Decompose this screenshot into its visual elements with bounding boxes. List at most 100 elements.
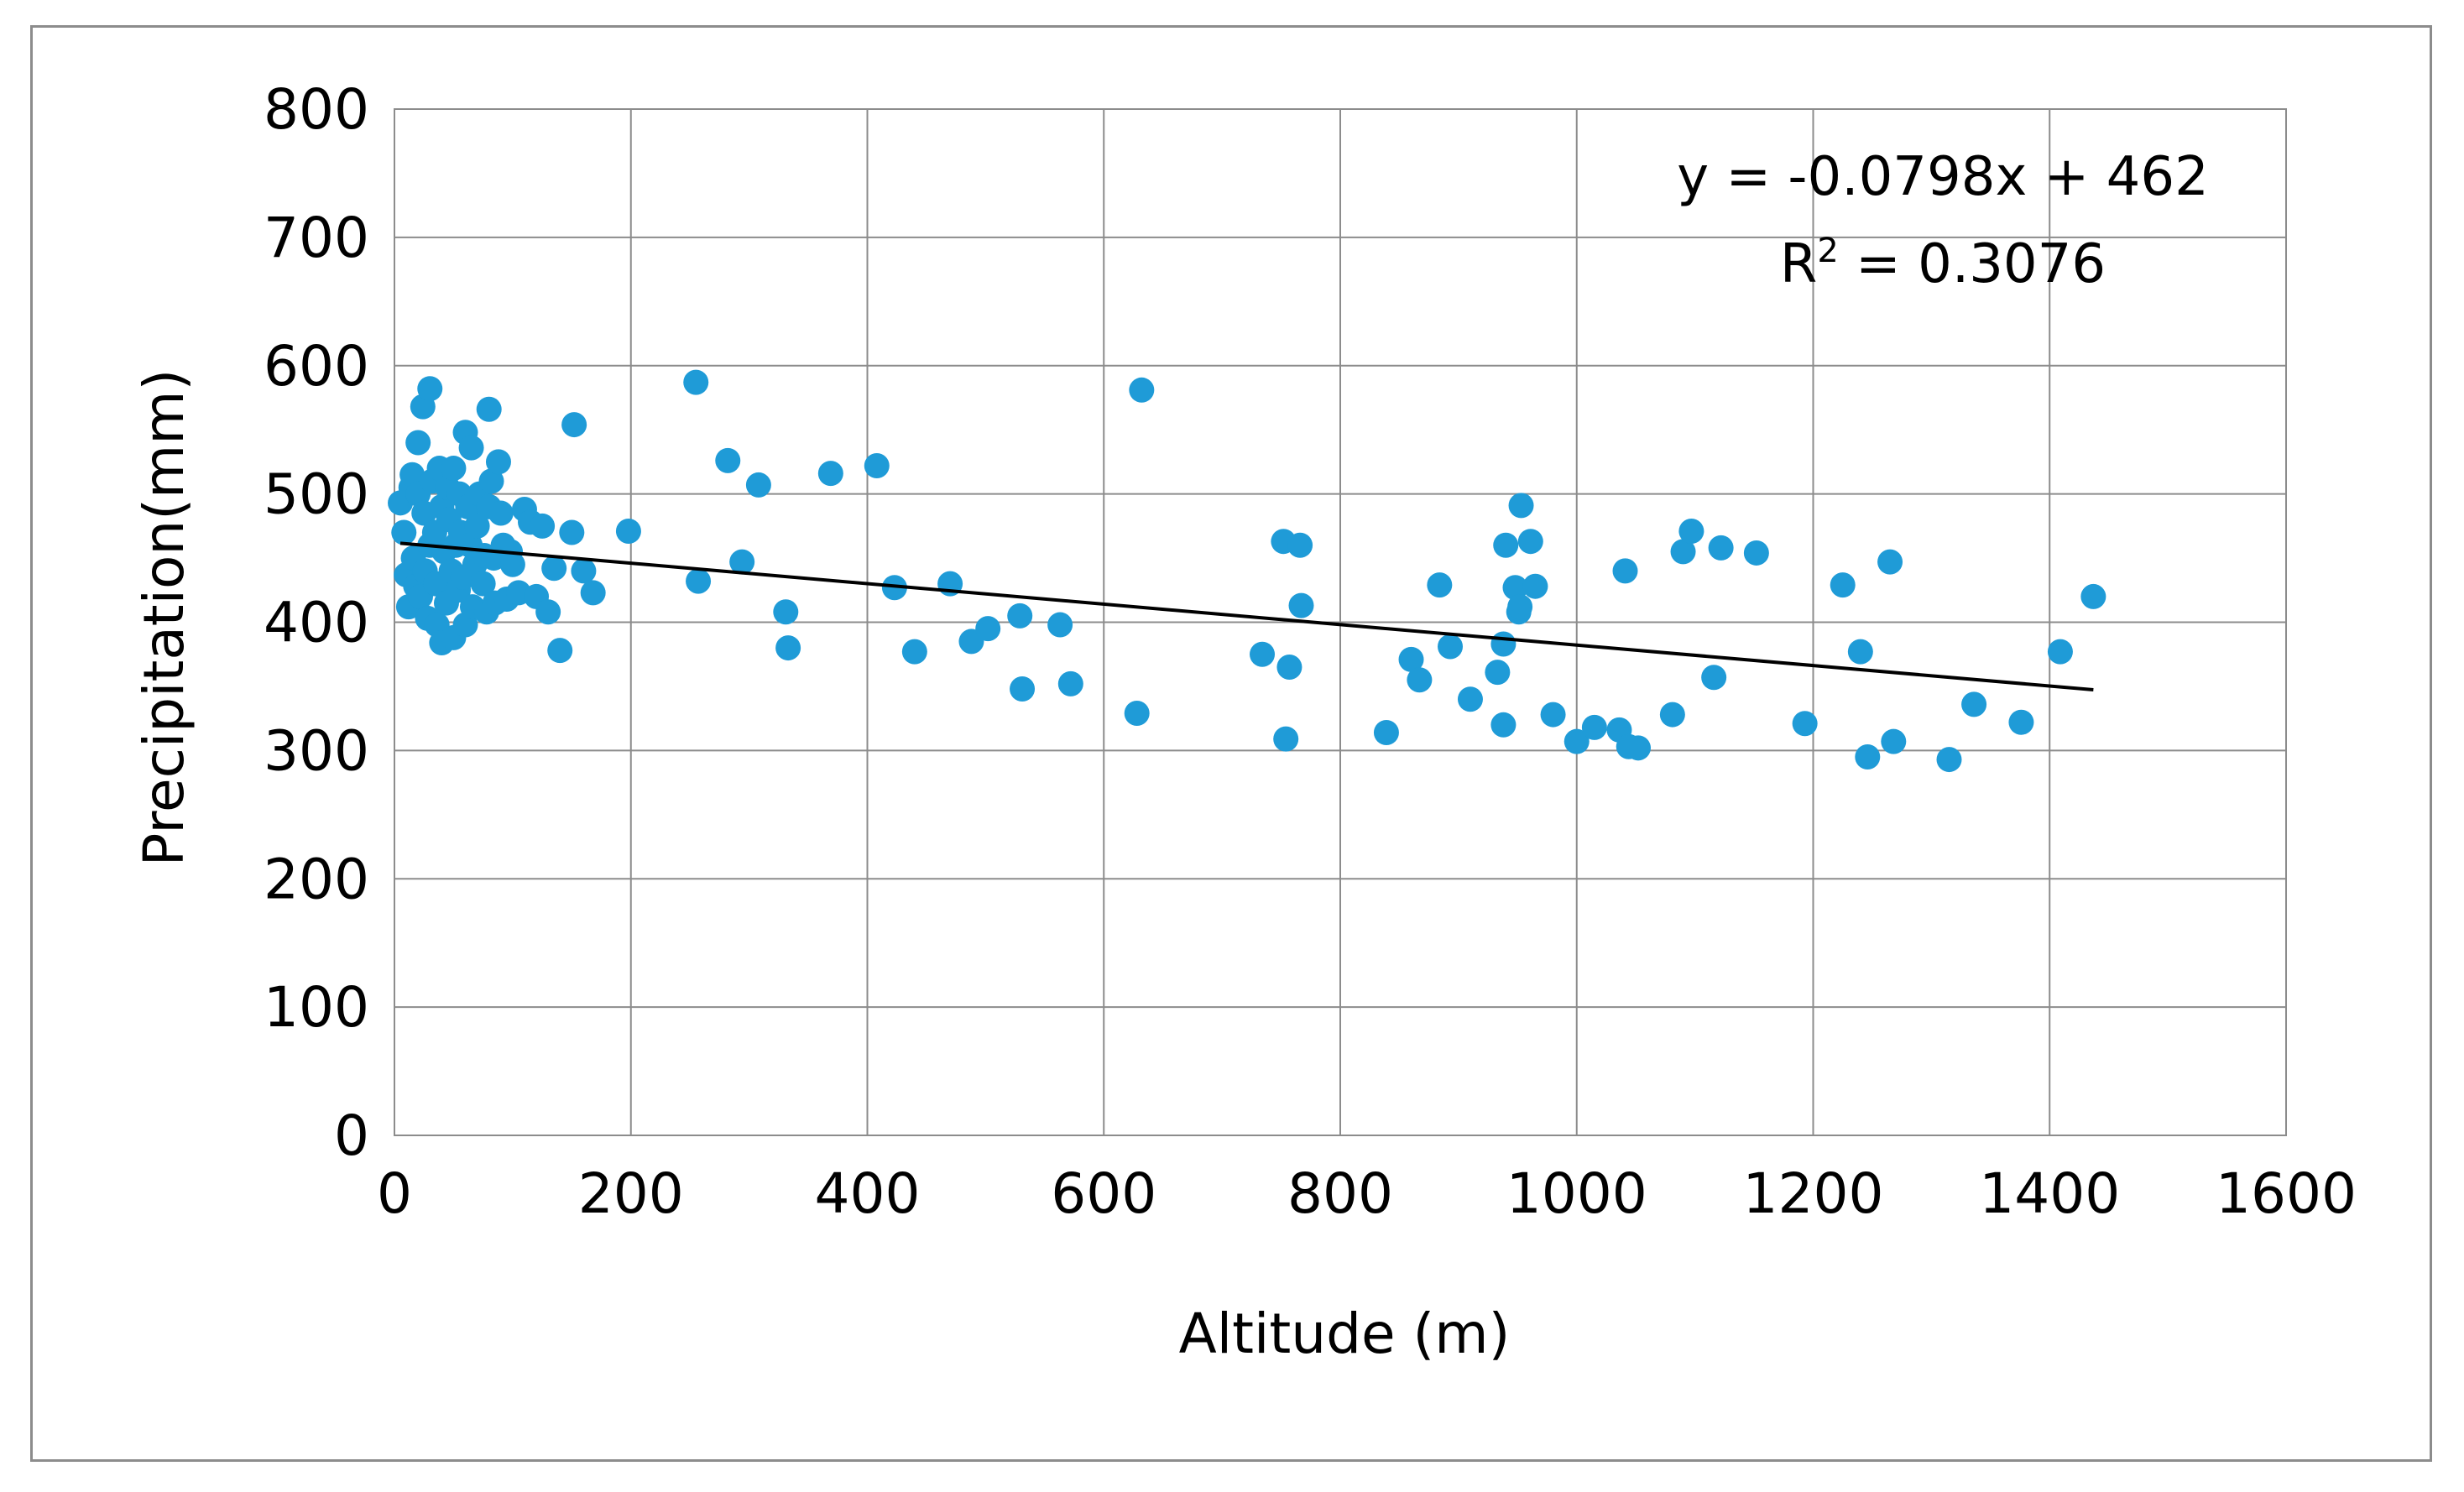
data-point (1288, 592, 1314, 618)
trendline (399, 541, 2094, 692)
data-point (547, 638, 573, 664)
data-point (1708, 535, 1734, 561)
data-point (1124, 701, 1150, 727)
data-point (470, 571, 496, 597)
trendline-group (399, 541, 2094, 692)
data-point (2080, 583, 2106, 609)
data-point (1626, 735, 1652, 761)
data-point (1792, 711, 1818, 737)
r-squared-symbol: R (1780, 233, 1817, 295)
data-point (1276, 655, 1302, 681)
data-point (975, 616, 1001, 642)
data-point (488, 500, 514, 526)
x-tick-label: 200 (578, 1161, 684, 1226)
data-point (1670, 539, 1696, 565)
r-squared-label: R2 = 0.3076 (1780, 232, 2106, 295)
y-tick-label: 700 (264, 206, 369, 270)
data-point (1490, 712, 1517, 738)
y-tick-label: 100 (264, 975, 369, 1040)
data-point (1427, 572, 1453, 598)
data-point (1881, 728, 1907, 754)
data-point (571, 558, 597, 584)
data-point (1855, 744, 1881, 770)
data-point (615, 518, 641, 544)
data-point (1517, 529, 1543, 555)
data-point (1540, 702, 1566, 728)
trendline-equation: y = -0.0798x + 462 (1677, 146, 2209, 208)
data-point (1493, 532, 1519, 558)
data-point (1010, 676, 1036, 702)
data-point (464, 513, 490, 539)
data-point (1508, 493, 1534, 519)
data-point (1287, 532, 1313, 558)
data-point (559, 519, 585, 545)
data-point (1047, 612, 1073, 638)
data-point (1273, 726, 1299, 752)
r-squared-exponent: 2 (1817, 232, 1838, 270)
data-point (1129, 377, 1155, 403)
data-point (476, 396, 502, 422)
data-point (1877, 549, 1903, 575)
y-tick-labels: 0 100 200 300 400 500 600 700 800 (264, 77, 369, 1168)
data-point (1407, 667, 1433, 693)
y-tick-label: 200 (264, 847, 369, 911)
data-point (775, 635, 801, 661)
y-tick-label: 0 (334, 1103, 369, 1168)
data-point (405, 430, 431, 456)
x-tick-labels: 0 200 400 600 800 1000 1200 1400 1600 (377, 1161, 2357, 1226)
data-point (499, 551, 525, 577)
x-tick-label: 0 (377, 1161, 412, 1226)
data-point (399, 462, 425, 488)
data-point (901, 639, 927, 665)
data-point (580, 580, 606, 606)
data-point (485, 449, 511, 475)
data-points (388, 369, 2106, 773)
data-point (2047, 639, 2073, 665)
data-point (773, 599, 799, 625)
plot-area-border (394, 108, 2287, 1136)
x-tick-label: 400 (815, 1161, 921, 1226)
y-tick-label: 800 (264, 77, 369, 142)
plot-border (394, 108, 2287, 1136)
x-tick-label: 1000 (1506, 1161, 1647, 1226)
data-point (1581, 714, 1607, 740)
data-point (1961, 691, 1987, 717)
y-tick-label: 400 (264, 591, 369, 655)
r-squared-value: = 0.3076 (1839, 233, 2106, 295)
data-point (441, 456, 467, 482)
data-point (1701, 665, 1727, 691)
data-point (715, 447, 741, 473)
data-point (530, 513, 556, 539)
data-point (1057, 670, 1083, 696)
data-point (1250, 641, 1276, 667)
y-axis-label: Precipitation(mm) (132, 369, 196, 867)
data-point (1007, 603, 1033, 629)
data-point (1612, 558, 1638, 584)
x-tick-label: 800 (1287, 1161, 1393, 1226)
chart-frame (30, 25, 2432, 1462)
data-point (686, 568, 712, 594)
data-point (417, 376, 443, 402)
x-tick-label: 1400 (1979, 1161, 2120, 1226)
y-tick-label: 300 (264, 718, 369, 783)
data-point (1485, 660, 1511, 686)
data-point (1398, 646, 1424, 672)
data-point (1563, 728, 1590, 754)
data-point (745, 472, 771, 498)
data-point (1936, 747, 1962, 773)
data-point (1457, 686, 1483, 712)
data-point (864, 452, 890, 478)
x-tick-label: 1200 (1743, 1161, 1884, 1226)
data-point (1847, 639, 1873, 665)
data-point (1502, 575, 1528, 601)
y-tick-label: 500 (264, 462, 369, 527)
y-tick-label: 600 (264, 334, 369, 399)
data-point (458, 435, 484, 461)
data-point (561, 412, 587, 438)
data-point (1830, 572, 1856, 598)
data-point (391, 519, 417, 545)
data-point (729, 549, 755, 575)
x-axis-label: Altitude (m) (1179, 1302, 1511, 1366)
data-point (1507, 594, 1533, 620)
